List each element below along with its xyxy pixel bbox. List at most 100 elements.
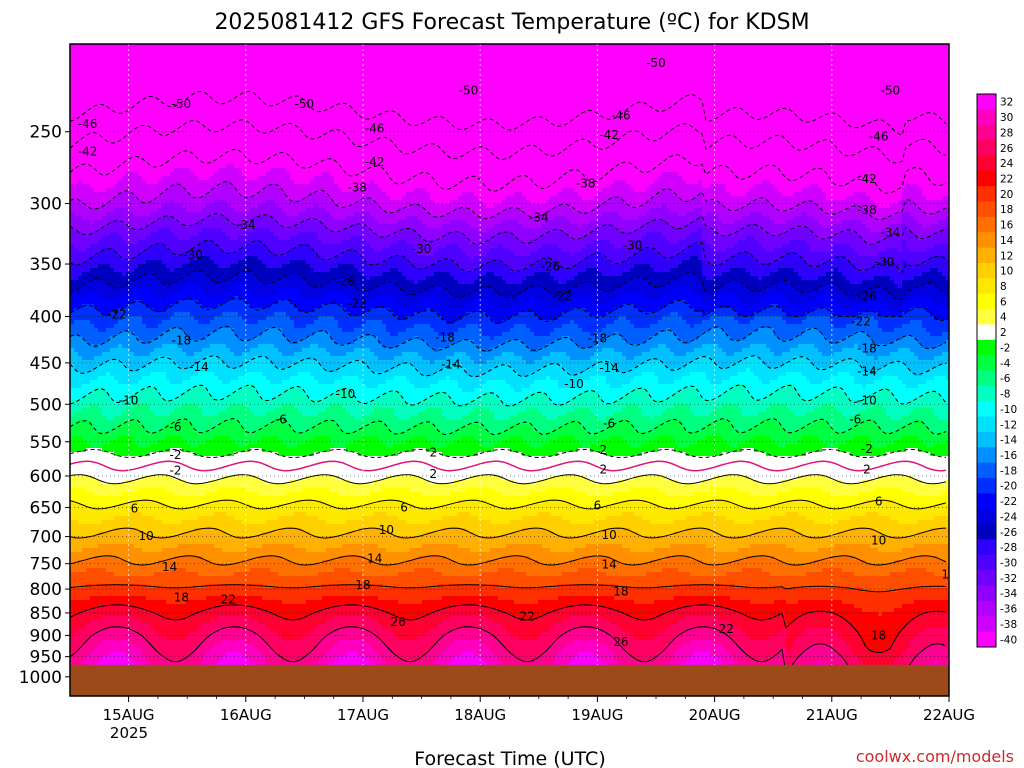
field-cell [134, 376, 139, 381]
field-cell [122, 544, 127, 549]
field-cell [174, 184, 179, 189]
field-cell [86, 564, 91, 569]
field-cell [170, 604, 175, 609]
field-cell [122, 268, 127, 273]
field-cell [106, 444, 111, 449]
field-cell [142, 204, 147, 209]
field-cell [82, 444, 87, 449]
field-cell [114, 228, 119, 233]
field-cell [138, 488, 143, 493]
field-cell [134, 88, 139, 93]
field-cell [150, 216, 155, 221]
field-cell [154, 272, 159, 277]
field-cell [162, 168, 167, 173]
field-cell [138, 216, 143, 221]
field-cell [150, 68, 155, 73]
field-cell [142, 416, 147, 421]
field-cell [110, 332, 115, 337]
field-cell [94, 568, 99, 573]
field-cell [114, 180, 119, 185]
field-cell [162, 352, 167, 357]
field-cell [146, 628, 151, 633]
field-cell [158, 528, 163, 533]
field-cell [134, 84, 139, 89]
field-cell [102, 264, 107, 269]
field-cell [170, 356, 175, 361]
field-cell [166, 200, 171, 205]
field-cell [74, 600, 79, 605]
field-cell [90, 340, 95, 345]
field-cell [138, 368, 143, 373]
field-cell [154, 144, 159, 149]
field-cell [138, 80, 143, 85]
field-cell [122, 428, 127, 433]
field-cell [134, 320, 139, 325]
field-cell [122, 540, 127, 545]
field-cell [98, 124, 103, 129]
field-cell [82, 616, 87, 621]
field-cell [90, 488, 95, 493]
field-cell [102, 592, 107, 597]
field-cell [106, 376, 111, 381]
field-cell [106, 580, 111, 585]
field-cell [146, 88, 151, 93]
field-cell [170, 176, 175, 181]
field-cell [78, 636, 83, 641]
field-cell [106, 368, 111, 373]
field-cell [170, 124, 175, 129]
field-cell [122, 288, 127, 293]
field-cell [158, 244, 163, 249]
field-cell [146, 188, 151, 193]
field-cell [94, 648, 99, 653]
field-cell [146, 568, 151, 573]
field-cell [154, 64, 159, 69]
field-cell [166, 600, 171, 605]
field-cell [142, 252, 147, 257]
field-cell [138, 292, 143, 297]
field-cell [142, 340, 147, 345]
field-cell [166, 620, 171, 625]
field-cell [74, 464, 79, 469]
field-cell [114, 136, 119, 141]
field-cell [150, 352, 155, 357]
field-cell [142, 312, 147, 317]
field-cell [110, 596, 115, 601]
field-cell [74, 624, 79, 629]
field-cell [154, 300, 159, 305]
field-cell [74, 556, 79, 561]
field-cell [102, 232, 107, 237]
field-cell [158, 76, 163, 81]
field-cell [122, 152, 127, 157]
field-cell [134, 624, 139, 629]
field-cell [154, 256, 159, 261]
field-cell [118, 176, 123, 181]
field-cell [162, 172, 167, 177]
field-cell [182, 192, 187, 197]
field-cell [94, 412, 99, 417]
field-cell [142, 576, 147, 581]
field-cell [142, 172, 147, 177]
field-cell [78, 80, 83, 85]
field-cell [154, 84, 159, 89]
field-cell [134, 176, 139, 181]
field-cell [82, 592, 87, 597]
field-cell [182, 580, 187, 585]
field-cell [142, 164, 147, 169]
field-cell [138, 384, 143, 389]
field-cell [162, 272, 167, 277]
field-cell [134, 140, 139, 145]
field-cell [98, 192, 103, 197]
field-cell [122, 448, 127, 453]
field-cell [186, 620, 191, 625]
field-cell [86, 100, 91, 105]
field-cell [166, 72, 171, 77]
field-cell [86, 532, 91, 537]
field-cell [94, 448, 99, 453]
field-cell [178, 232, 183, 237]
field-cell [186, 568, 191, 573]
field-cell [142, 100, 147, 105]
field-cell [110, 220, 115, 225]
field-cell [154, 252, 159, 257]
field-cell [162, 116, 167, 121]
field-cell [114, 248, 119, 253]
